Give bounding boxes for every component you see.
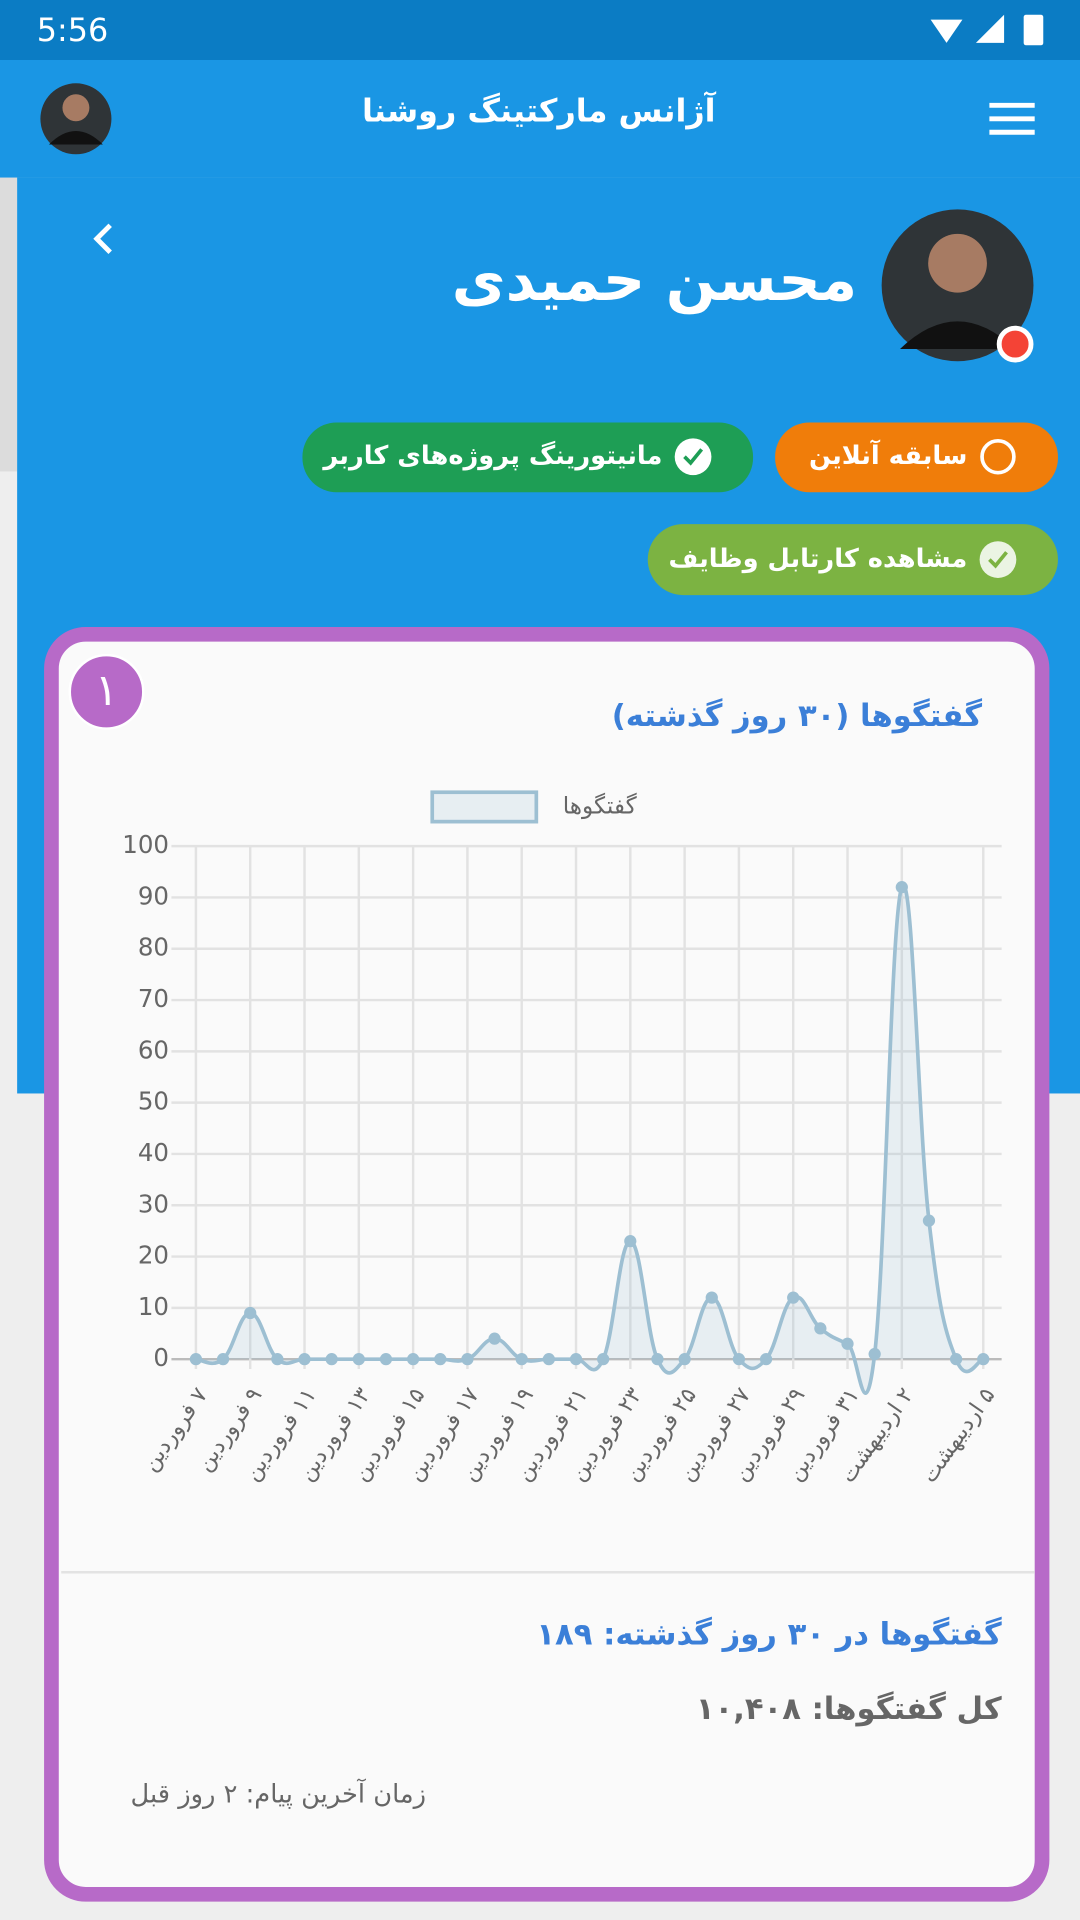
app-avatar[interactable] (40, 83, 112, 155)
point (732, 1353, 746, 1366)
button-label: سابقه آنلاین (809, 439, 967, 471)
point (189, 1353, 203, 1366)
status-time: 5:56 (37, 11, 108, 49)
point (624, 1235, 637, 1248)
y-tick-label: 30 (138, 1189, 169, 1218)
y-tick-label: 50 (138, 1087, 169, 1116)
point (787, 1291, 800, 1304)
chart-title: گفتگوها (۳۰ روز گذشته) (612, 698, 982, 734)
point (597, 1353, 610, 1366)
app-title: آژانس مارکتینگ روشنا (362, 91, 717, 130)
point (922, 1214, 936, 1227)
online-history-button[interactable]: سابقه آنلاین (775, 422, 1058, 493)
battery-icon (1023, 14, 1044, 46)
legend-label: گفتگوها (563, 792, 638, 819)
y-tick-label: 100 (122, 830, 169, 859)
last-message: زمان آخرین پیام: ۲ روز قبل (131, 1779, 427, 1810)
point (434, 1353, 447, 1366)
point (244, 1306, 257, 1320)
point (814, 1322, 827, 1335)
menu-button[interactable] (989, 102, 1035, 135)
area (195, 885, 984, 1394)
y-tick-label: 70 (138, 984, 169, 1013)
y-tick-label: 90 (138, 881, 169, 910)
point (949, 1353, 963, 1366)
point (895, 881, 908, 894)
point (977, 1353, 990, 1366)
point (542, 1353, 555, 1366)
point (488, 1332, 501, 1345)
y-tick-label: 40 (138, 1138, 169, 1167)
point (406, 1353, 420, 1366)
status-bar (0, 0, 1080, 60)
legend-swatch (430, 790, 539, 824)
y-tick-label: 80 (138, 933, 169, 962)
side-strip (0, 177, 18, 472)
wifi-icon (930, 19, 963, 43)
point (325, 1353, 338, 1366)
y-tick-label: 10 (138, 1292, 169, 1321)
stat-recent: گفتگوها در ۳۰ روز گذشته: ۱۸۹ (536, 1616, 1001, 1652)
profile-avatar (881, 209, 1034, 363)
stat-total: کل گفتگوها: ۱۰,۴۰۸ (696, 1691, 1002, 1727)
task-board-button[interactable]: مشاهده کارتابل وظایف (647, 524, 1058, 596)
point (461, 1353, 474, 1366)
line (195, 883, 985, 1395)
button-label: مانیتورینگ پروژه‌های کاربر (321, 440, 662, 471)
y-tick-label: 0 (153, 1343, 169, 1372)
profile-name: محسن حمیدی (452, 245, 857, 315)
point (678, 1353, 691, 1366)
button-label: مشاهده کارتابل وظایف (668, 544, 967, 574)
point (271, 1353, 284, 1366)
back-button[interactable] (93, 223, 112, 254)
point (515, 1353, 528, 1366)
point (841, 1337, 854, 1350)
point (379, 1353, 393, 1366)
card-badge (68, 653, 145, 730)
point (868, 1347, 881, 1361)
point (569, 1353, 583, 1366)
point (651, 1353, 664, 1366)
badge-number: ۱ (95, 665, 119, 716)
point (705, 1291, 718, 1304)
app-bar (0, 60, 1080, 178)
y-tick-label: 60 (138, 1035, 169, 1064)
point (298, 1353, 311, 1366)
point (216, 1353, 230, 1366)
point (759, 1353, 773, 1366)
project-monitoring-button[interactable]: مانیتورینگ پروژه‌های کاربر (302, 422, 754, 493)
point (352, 1353, 365, 1366)
y-tick-label: 20 (138, 1241, 169, 1270)
